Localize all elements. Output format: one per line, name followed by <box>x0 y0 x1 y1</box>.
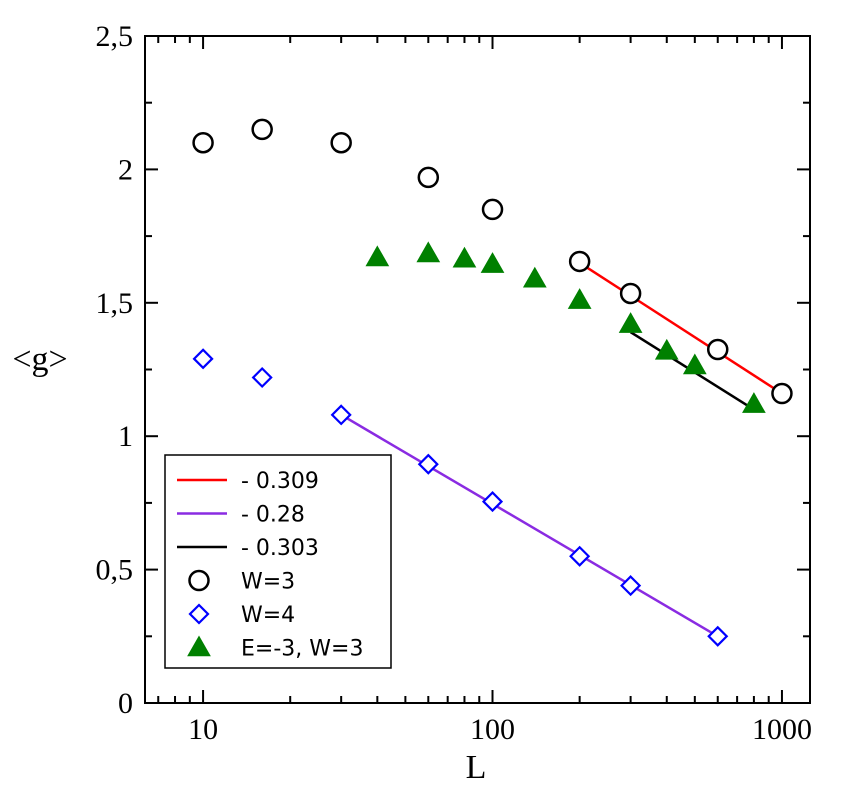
data-point <box>251 366 273 389</box>
data-point <box>568 250 591 273</box>
data-point <box>706 338 729 361</box>
y-tick-label: 1,5 <box>96 287 134 320</box>
data-point <box>619 282 642 305</box>
legend-marker-swatch <box>188 569 210 592</box>
data-point <box>682 353 707 375</box>
y-axis-title: <g> <box>12 341 67 378</box>
series-diamond <box>192 348 729 647</box>
legend-label: - 0.309 <box>241 469 319 494</box>
y-tick-label: 0,5 <box>96 554 134 587</box>
legend-label: E=-3, W=3 <box>241 637 363 662</box>
legend-marker-swatch <box>188 603 210 625</box>
data-point <box>417 166 440 189</box>
legend-entry: W=3 <box>188 569 295 595</box>
x-axis-title: L <box>466 749 487 786</box>
data-point <box>569 545 591 567</box>
y-tick-label: 0 <box>118 687 133 720</box>
series-circle <box>192 118 793 405</box>
data-point <box>480 252 505 273</box>
y-tick-label: 2 <box>118 153 133 186</box>
data-markers <box>192 118 793 647</box>
y-tick-label: 1 <box>118 420 133 453</box>
data-point <box>452 246 477 268</box>
legend-entry: - 0.303 <box>177 536 319 561</box>
x-tick-label: 1000 <box>752 713 812 746</box>
legend-label: W=3 <box>241 570 295 595</box>
data-point <box>416 241 441 263</box>
legend-entry: E=-3, W=3 <box>187 635 363 662</box>
legend-label: W=4 <box>241 603 295 628</box>
legend-box <box>164 454 392 669</box>
data-point <box>330 131 352 154</box>
data-point <box>481 198 504 221</box>
data-point <box>365 245 390 267</box>
data-point <box>481 491 504 513</box>
legend-label: - 0.28 <box>241 503 305 528</box>
data-point <box>330 404 352 426</box>
axis-ticks: 0 0,5 1 1,5 2 2,5 10 100 1000 <box>96 20 812 746</box>
data-point <box>771 382 793 405</box>
data-point <box>567 288 592 309</box>
data-point <box>618 312 643 333</box>
fit-line <box>340 413 719 638</box>
data-point <box>522 266 547 288</box>
data-point <box>620 575 642 597</box>
x-tick-label: 10 <box>188 713 218 746</box>
legend-entry: W=4 <box>188 603 295 628</box>
fit-line <box>578 261 783 395</box>
legend-entry: - 0.28 <box>177 503 305 528</box>
data-point <box>707 625 729 647</box>
legend-label: - 0.303 <box>241 536 319 561</box>
data-point <box>654 338 679 360</box>
legend-entry: - 0.309 <box>177 469 319 494</box>
data-point <box>742 392 766 413</box>
legend-marker-swatch <box>187 635 211 657</box>
data-point <box>417 453 439 475</box>
legend: - 0.309 - 0.28 - 0.303 W=3 W=4 E=-3, W=3 <box>164 454 392 669</box>
y-tick-label: 2,5 <box>96 20 134 53</box>
data-point <box>192 131 214 154</box>
data-point <box>192 348 214 370</box>
x-tick-label: 100 <box>470 713 515 746</box>
series-triangle <box>365 241 766 413</box>
data-point <box>251 118 273 141</box>
